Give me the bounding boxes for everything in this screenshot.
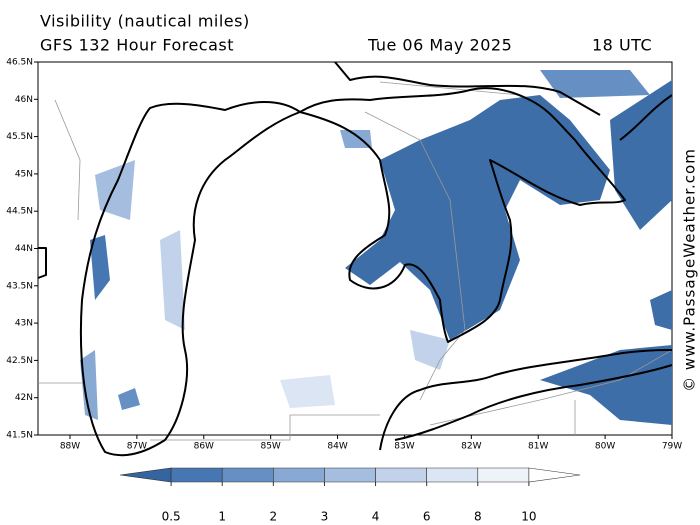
lat-tick-label: 42N [15, 393, 33, 403]
lat-tick-label: 41.5N [6, 431, 33, 441]
lat-tick-label: 43.5N [6, 281, 33, 291]
lat-tick-label: 42.5N [6, 356, 33, 366]
colorbar-label: 6 [423, 510, 431, 524]
low-visibility-area [650, 290, 672, 330]
forecast-date: Tue 06 May 2025 [367, 36, 512, 55]
low-visibility-area [160, 230, 185, 330]
lon-tick-label: 79W [662, 442, 682, 452]
colorbar-segment [375, 467, 427, 483]
colorbar-segment [273, 467, 325, 483]
low-visibility-area [90, 235, 110, 300]
lat-tick-label: 45N [15, 169, 33, 179]
low-visibility-area [610, 80, 672, 230]
low-visibility-area [345, 95, 610, 340]
lon-tick-label: 88W [60, 442, 80, 452]
colorbar-segment [119, 467, 172, 483]
colorbar-label: 0.5 [162, 510, 181, 524]
colorbar-segment [221, 467, 274, 483]
lat-tick-label: 45.5N [6, 132, 33, 142]
lon-tick-label: 80W [595, 442, 615, 452]
colorbar-label: 2 [270, 510, 278, 524]
credit: © www.PassageWeather.com [681, 148, 699, 392]
lon-tick-label: 84W [327, 442, 347, 452]
political-boundaries [38, 81, 673, 441]
lat-tick-label: 43N [15, 319, 33, 329]
low-visibility-area [540, 70, 650, 98]
colorbar-label: 8 [474, 510, 482, 524]
axis-ticks: 41.5N 42N 42.5N 43N 43.5N 44N 44.5N 45N 45.5N 46N… [6, 58, 682, 452]
colorbar-segment [324, 467, 376, 483]
low-visibility-area [280, 375, 335, 408]
low-visibility-area [80, 350, 98, 420]
colorbar-segment [426, 467, 479, 483]
colorbar-segment [477, 467, 530, 483]
colorbar-segment [170, 467, 223, 483]
low-visibility-area [540, 345, 672, 425]
lon-tick-label: 83W [394, 442, 414, 452]
colorbar-label: 3 [321, 510, 329, 524]
lat-tick-label: 44N [15, 244, 33, 254]
forecast-time: 18 UTC [592, 36, 652, 55]
lon-tick-label: 85W [260, 442, 280, 452]
lat-tick-label: 46.5N [6, 58, 33, 68]
lat-tick-label: 46N [15, 95, 33, 105]
lon-tick-label: 86W [194, 442, 214, 452]
lon-tick-label: 82W [461, 442, 481, 452]
colorbar-label: 1 [218, 510, 226, 524]
coastline [299, 87, 626, 343]
colorbar: 0.5 1 2 3 4 6 8 10 [119, 467, 581, 524]
coastline [334, 61, 673, 141]
lon-tick-label: 81W [528, 442, 548, 452]
coastline [79, 101, 301, 457]
lon-tick-label: 87W [127, 442, 147, 452]
colorbar-label: 10 [521, 510, 536, 524]
low-visibility-area [340, 130, 372, 148]
low-visibility-area [118, 388, 140, 410]
lat-tick-label: 44.5N [6, 207, 33, 217]
colorbar-label: 4 [372, 510, 380, 524]
coastline [379, 349, 673, 451]
low-visibility-area [95, 160, 135, 220]
map-area [37, 61, 673, 457]
map-title: Visibility (nautical miles) [40, 12, 250, 31]
map-subtitle: GFS 132 Hour Forecast [40, 36, 234, 55]
coastline [37, 247, 47, 279]
colorbar-segment [528, 467, 581, 483]
